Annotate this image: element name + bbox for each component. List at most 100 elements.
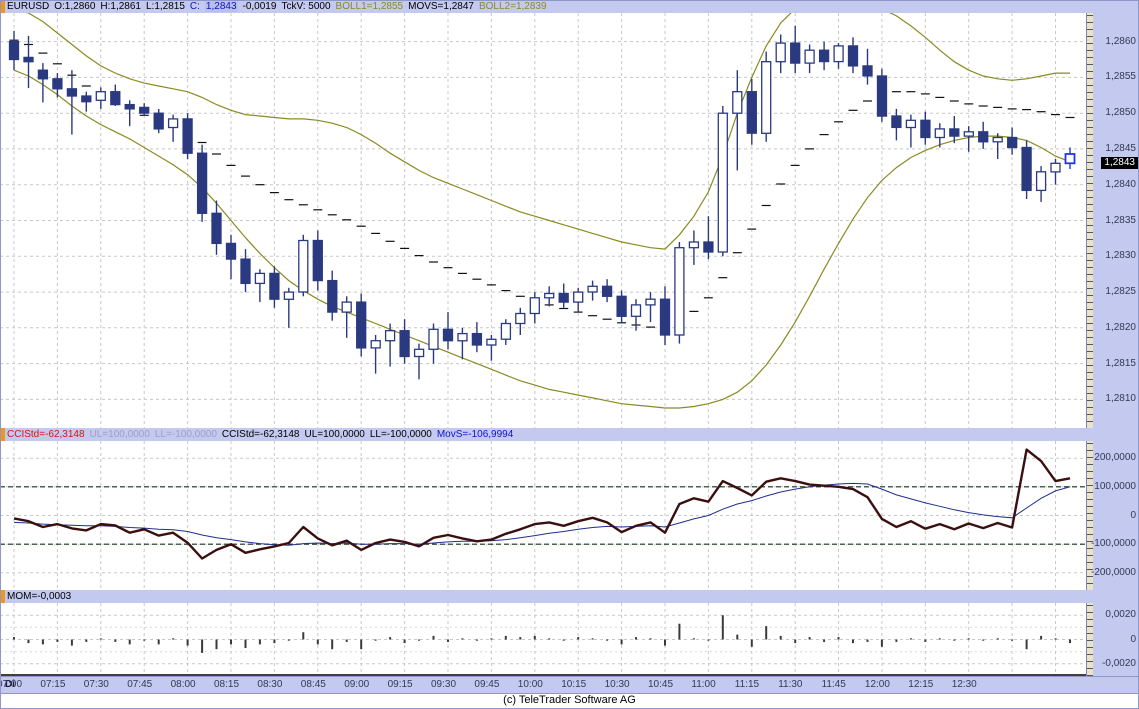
- momentum-axis-label: -0,0020: [1102, 657, 1136, 669]
- cci-axis-tick: [1087, 534, 1093, 535]
- price-axis-tick: [1087, 288, 1093, 289]
- price-axis-tick: [1087, 99, 1093, 100]
- cci-axis-tick: [1087, 464, 1093, 465]
- price-axis-label: 1,2810: [1105, 393, 1136, 405]
- time-axis-label: 12:00: [864, 679, 890, 690]
- price-axis-tick: [1087, 85, 1093, 86]
- momentum-axis-tick: [1087, 661, 1093, 662]
- cci-axis-tick: [1087, 562, 1093, 563]
- close-label: C:: [189, 1, 200, 12]
- momentum-axis-label: 0: [1130, 633, 1136, 645]
- price-axis-label: 1,2845: [1105, 142, 1136, 154]
- cci-axis-tick: [1087, 457, 1093, 458]
- cci-header-text: CCIStd=-62,3148 UL=100,0000 LL=-100,0000 CC…: [7, 428, 518, 441]
- momentum-panel-color-marker: [0, 590, 5, 603]
- momentum-axis-tick: [1087, 633, 1093, 634]
- price-panel-header[interactable]: EURUSD O:1,2860 H:1,2861 L:1,2815 C: 1,2843 -0…: [0, 0, 1139, 14]
- price-axis-tick: [1087, 50, 1093, 51]
- cci-axis-tick: [1087, 443, 1093, 444]
- cci-axis-tick: [1087, 478, 1093, 479]
- cci-value-axis[interactable]: 200,0000 100,0000 0 -100,0000 -200,0000: [1086, 441, 1139, 590]
- time-axis-label: 11:00: [691, 679, 716, 690]
- momentum-plot-area[interactable]: [0, 603, 1086, 676]
- price-axis-tick: [1087, 407, 1093, 408]
- cci-axis-label: 0: [1130, 509, 1136, 521]
- cci-axis-label: -100,0000: [1090, 538, 1136, 550]
- price-axis-tick: [1087, 344, 1093, 345]
- time-axis-label: 09:30: [431, 679, 457, 690]
- symbol-label[interactable]: EURUSD: [7, 1, 50, 12]
- time-axis-label: 10:30: [604, 679, 630, 690]
- momentum-axis-tick: [1087, 668, 1093, 669]
- momentum-axis-tick-column: [1087, 603, 1093, 676]
- price-axis-tick: [1087, 120, 1093, 121]
- cci-axis-tick: [1087, 499, 1093, 500]
- price-axis-tick: [1087, 218, 1093, 219]
- cci-axis-tick: [1087, 555, 1093, 556]
- price-axis-tick: [1087, 260, 1093, 261]
- price-axis-tick: [1087, 351, 1093, 352]
- price-axis-tick: [1087, 190, 1093, 191]
- price-axis-tick: [1087, 211, 1093, 212]
- price-axis-label: 1,2855: [1105, 71, 1136, 83]
- price-axis-tick: [1087, 57, 1093, 58]
- momentum-panel-header[interactable]: MOM=-0,0003: [0, 590, 1139, 604]
- price-axis-tick: [1087, 71, 1093, 72]
- price-axis-label: 1,2850: [1105, 107, 1136, 119]
- price-axis-tick: [1087, 204, 1093, 205]
- time-axis-label: 07:30: [83, 679, 109, 690]
- price-axis-tick: [1087, 253, 1093, 254]
- high-value: H:1,2861: [100, 1, 141, 12]
- cci-panel: CCIStd=-62,3148 UL=100,0000 LL=-100,0000 CC…: [0, 428, 1139, 590]
- price-axis-tick: [1087, 36, 1093, 37]
- momentum-panel: MOM=-0,0003 0,0020 0 -0,0020: [0, 590, 1139, 676]
- time-axis[interactable]: Di 07:00 07:15 07:30 07:45 08:00 08:15 08:30 08…: [0, 676, 1139, 694]
- price-axis-tick: [1087, 281, 1093, 282]
- cci-ll-gray: LL=-100,0000: [154, 429, 217, 440]
- cci-panel-color-marker: [0, 428, 5, 441]
- time-axis-label: 07:00: [0, 679, 23, 690]
- price-axis-tick: [1087, 295, 1093, 296]
- time-axis-label: 07:45: [127, 679, 153, 690]
- price-axis-tick: [1087, 358, 1093, 359]
- time-axis-label: 11:15: [734, 679, 760, 690]
- price-plot-area[interactable]: [0, 13, 1086, 428]
- current-price-marker: 1,2843: [1101, 157, 1138, 170]
- cci-axis-label: 200,0000: [1094, 452, 1136, 464]
- price-axis-tick: [1087, 43, 1093, 44]
- momentum-axis-tick: [1087, 626, 1093, 627]
- price-axis-tick: [1087, 22, 1093, 23]
- cci-axis-tick: [1087, 576, 1093, 577]
- momentum-axis-tick: [1087, 647, 1093, 648]
- price-axis-tick: [1087, 421, 1093, 422]
- time-axis-label: 10:15: [561, 679, 587, 690]
- price-axis-tick: [1087, 379, 1093, 380]
- price-axis-label: 1,2860: [1105, 35, 1136, 47]
- momentum-value-axis[interactable]: 0,0020 0 -0,0020: [1086, 603, 1139, 676]
- cci-axis-tick: [1087, 548, 1093, 549]
- time-axis-label: 12:30: [951, 679, 977, 690]
- cci-axis-tick: [1087, 520, 1093, 521]
- price-axis-tick: [1087, 113, 1093, 114]
- price-value-axis[interactable]: 1,2860 1,2855 1,2850 1,2845 1,2840 1,2835 1,28…: [1086, 13, 1139, 428]
- price-axis-tick: [1087, 323, 1093, 324]
- time-axis-label: 08:15: [214, 679, 240, 690]
- momentum-axis-label: 0,0020: [1105, 609, 1136, 621]
- open-value: O:1,2860: [54, 1, 96, 12]
- price-axis-tick: [1087, 155, 1093, 156]
- momentum-axis-tick: [1087, 619, 1093, 620]
- price-axis-tick: [1087, 309, 1093, 310]
- price-axis-tick: [1087, 169, 1093, 170]
- price-axis-tick: [1087, 134, 1093, 135]
- price-axis-label: 1,2820: [1105, 321, 1136, 333]
- momentum-header-text: MOM=-0,0003: [7, 590, 76, 603]
- cci-ll-black: LL=-100,0000: [369, 429, 432, 440]
- price-axis-tick: [1087, 176, 1093, 177]
- cci-plot-area[interactable]: [0, 441, 1086, 590]
- cci-panel-header[interactable]: CCIStd=-62,3148 UL=100,0000 LL=-100,0000 CC…: [0, 428, 1139, 442]
- mom-value: MOM=-0,0003: [7, 591, 72, 602]
- price-axis-label: 1,2830: [1105, 250, 1136, 262]
- time-axis-label: 07:15: [40, 679, 66, 690]
- price-axis-tick: [1087, 197, 1093, 198]
- price-axis-tick: [1087, 316, 1093, 317]
